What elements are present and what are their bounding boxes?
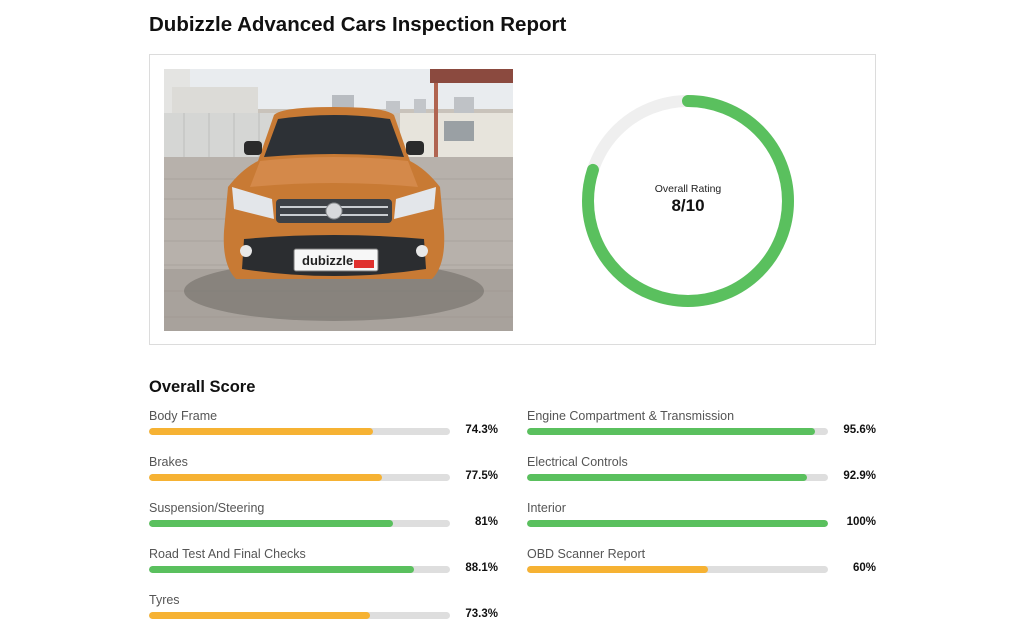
- score-item-interior: Interior 100%: [527, 501, 879, 541]
- score-bar-fill: [149, 474, 383, 481]
- score-label: Road Test And Final Checks: [149, 547, 306, 561]
- score-bar-fill: [527, 566, 708, 573]
- score-bar-fill: [527, 520, 828, 527]
- score-item-electrical-controls: Electrical Controls 92.9%: [527, 455, 879, 495]
- car-photo: dubizzle: [164, 69, 513, 331]
- score-value: 73.3%: [465, 608, 498, 620]
- score-label: Tyres: [149, 593, 180, 607]
- score-bar-track: [149, 520, 450, 527]
- score-value: 81%: [474, 516, 498, 528]
- score-bar-fill: [149, 566, 415, 573]
- score-item-body-frame: Body Frame 74.3%: [149, 409, 501, 449]
- score-value: 88.1%: [465, 562, 498, 574]
- page-title: Dubizzle Advanced Cars Inspection Report: [149, 13, 567, 36]
- score-label: Brakes: [149, 455, 188, 469]
- overall-rating-ring: Overall Rating 8/10: [582, 95, 794, 307]
- score-value: 74.3%: [465, 424, 498, 436]
- score-label: Suspension/Steering: [149, 501, 265, 515]
- score-label: Electrical Controls: [527, 455, 628, 469]
- score-bar-track: [527, 520, 828, 527]
- overall-score-title: Overall Score: [149, 378, 256, 396]
- score-label: OBD Scanner Report: [527, 547, 646, 561]
- score-label: Interior: [527, 501, 566, 515]
- score-bar-track: [149, 428, 450, 435]
- score-value: 60%: [852, 562, 876, 574]
- svg-text:dubizzle: dubizzle: [302, 253, 353, 268]
- score-label: Engine Compartment & Transmission: [527, 409, 735, 423]
- score-item-brakes: Brakes 77.5%: [149, 455, 501, 495]
- score-bar-track: [149, 474, 450, 481]
- score-item-road-test: Road Test And Final Checks 88.1%: [149, 547, 501, 587]
- score-bar-fill: [527, 428, 815, 435]
- score-bar-track: [149, 612, 450, 619]
- score-value: 92.9%: [843, 470, 876, 482]
- overall-rating-caption: Overall Rating: [654, 183, 722, 195]
- rating-ring-progress: [582, 95, 794, 307]
- report-summary-card: dubizzle Overall Rating 8/10: [149, 54, 876, 345]
- score-item-suspension-steering: Suspension/Steering 81%: [149, 501, 501, 541]
- score-value: 100%: [846, 516, 876, 528]
- score-bar-track: [527, 474, 828, 481]
- score-bar-fill: [527, 474, 807, 481]
- score-bar-track: [527, 566, 828, 573]
- score-item-obd-scanner: OBD Scanner Report 60%: [527, 547, 879, 587]
- score-bar-fill: [149, 520, 393, 527]
- score-bar-track: [527, 428, 828, 435]
- score-label: Body Frame: [149, 409, 218, 423]
- score-value: 77.5%: [465, 470, 498, 482]
- score-value: 95.6%: [843, 424, 876, 436]
- score-bar-fill: [149, 612, 370, 619]
- score-item-tyres: Tyres 73.3%: [149, 593, 501, 633]
- overall-rating-value: 8/10: [671, 196, 705, 215]
- score-bar-track: [149, 566, 450, 573]
- score-bar-fill: [149, 428, 373, 435]
- score-item-engine-transmission: Engine Compartment & Transmission 95.6%: [527, 409, 879, 449]
